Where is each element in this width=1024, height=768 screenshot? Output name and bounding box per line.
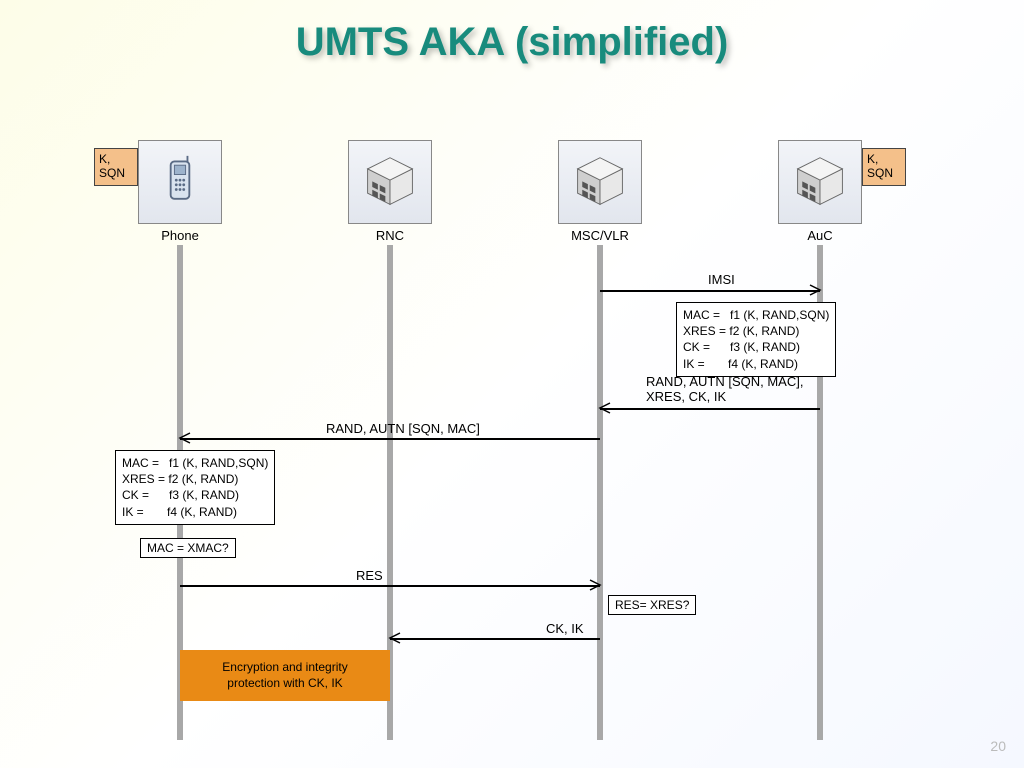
message-label: CK, IK <box>546 621 584 636</box>
message-arrow <box>600 408 820 410</box>
actor-phone <box>138 140 222 224</box>
tag-auc: K,SQN <box>862 148 906 186</box>
message-label: RAND, AUTN [SQN, MAC] <box>326 421 480 436</box>
tag-phone: K,SQN <box>94 148 138 186</box>
lifeline-mscvlr <box>597 245 603 740</box>
actor-label-mscvlr: MSC/VLR <box>550 228 650 243</box>
computation-note: MAC = f1 (K, RAND,SQN) XRES = f2 (K, RAN… <box>115 450 275 525</box>
actor-auc <box>778 140 862 224</box>
actor-label-rnc: RNC <box>340 228 440 243</box>
page-number: 20 <box>990 738 1006 754</box>
message-arrow <box>180 438 600 440</box>
actor-rnc <box>348 140 432 224</box>
computation-note: MAC = f1 (K, RAND,SQN) XRES = f2 (K, RAN… <box>676 302 836 377</box>
encryption-box: Encryption and integrityprotection with … <box>180 650 390 701</box>
check-note: MAC = XMAC? <box>140 538 236 558</box>
message-label: IMSI <box>708 272 735 287</box>
message-label: RES <box>356 568 383 583</box>
actor-mscvlr <box>558 140 642 224</box>
message-arrow <box>600 290 820 292</box>
message-arrow <box>180 585 600 587</box>
slide-title: UMTS AKA (simplified) <box>0 20 1024 65</box>
message-arrow <box>390 638 600 640</box>
check-note: RES= XRES? <box>608 595 696 615</box>
message-label: RAND, AUTN [SQN, MAC],XRES, CK, IK <box>646 374 803 404</box>
actor-label-phone: Phone <box>130 228 230 243</box>
actor-label-auc: AuC <box>770 228 870 243</box>
